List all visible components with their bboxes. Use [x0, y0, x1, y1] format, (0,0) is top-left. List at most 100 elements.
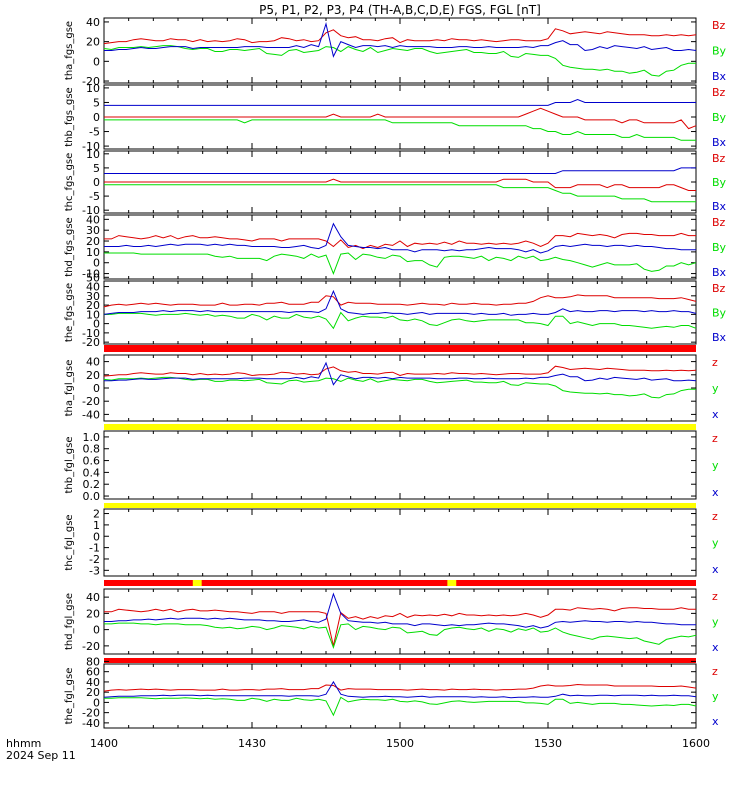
quality-flag-bar: [104, 345, 696, 352]
series-line-z: [104, 607, 696, 647]
legend-Bz: Bz: [712, 19, 726, 32]
legend-Bx: Bx: [712, 70, 727, 83]
legend-Bx: Bx: [712, 266, 727, 279]
y-tick-label: 50: [86, 271, 100, 284]
y-axis-label: tha_fgs_gse: [64, 21, 75, 80]
y-tick-label: 0.4: [83, 466, 101, 479]
legend-By: By: [712, 45, 727, 58]
x-tick-label: 1530: [534, 737, 562, 750]
panel-frame: [103, 430, 697, 500]
legend-x: x: [712, 408, 719, 421]
y-tick-label: 20: [86, 36, 100, 49]
y-tick-label: 20: [86, 686, 100, 699]
y-tick-label: 60: [86, 666, 100, 679]
series-line-Bx: [104, 167, 696, 174]
y-tick-label: -1: [89, 542, 100, 555]
y-tick-label: 40: [86, 676, 100, 689]
y-tick-label: -10: [82, 268, 100, 281]
series-line-Bx: [103, 289, 697, 316]
legend-y: y: [712, 459, 719, 472]
legend-z: z: [712, 510, 718, 523]
legend-y: y: [712, 537, 719, 550]
legend-By: By: [712, 241, 727, 254]
y-tick-label: -10: [82, 140, 100, 153]
legend-z: z: [712, 432, 718, 445]
series-line-Bz: [103, 28, 697, 45]
series-line-y: [104, 622, 697, 650]
legend-Bz: Bz: [712, 152, 726, 165]
series-line-Bz: [104, 107, 697, 130]
panel-frame: [103, 280, 697, 345]
y-tick-label: 0: [93, 382, 100, 395]
series-line-x: [104, 592, 696, 629]
y-tick-label: 10: [86, 148, 100, 161]
y-tick-label: 2: [93, 508, 100, 521]
series-line-x: [104, 361, 697, 386]
y-axis-label: tha_fgl_gse: [64, 360, 75, 417]
y-tick-label: -20: [82, 640, 100, 653]
legend-y: y: [712, 382, 719, 395]
legend-Bz: Bz: [712, 216, 726, 229]
y-tick-label: 20: [86, 235, 100, 248]
y-tick-label: 0: [93, 55, 100, 68]
panel-1: 40 20 0 -20 tha_fgs_gse Bz By Bx: [64, 16, 727, 88]
y-axis-label: thb_fgs_gse: [64, 87, 75, 146]
series-line-Bx: [104, 98, 696, 106]
y-axis-label: thc_fgl_gse: [64, 514, 75, 570]
y-axis-label: the_fgs_gse: [64, 283, 75, 342]
x-axis-label-date: 2024 Sep 11: [6, 749, 76, 762]
series-line-By: [104, 119, 696, 141]
series-line-By: [104, 252, 697, 275]
quality-flag-bar: [104, 503, 696, 508]
y-axis-label: thc_fgs_gse: [64, 153, 75, 212]
legend-Bx: Bx: [712, 331, 727, 344]
y-tick-label: 10: [86, 82, 100, 95]
x-tick-label: 1500: [386, 737, 414, 750]
panel-9: 40 20 0 -20 thd_fgl_gse zyx: [64, 580, 719, 655]
quality-flag-segment: [192, 580, 202, 586]
y-tick-label: 0.0: [83, 490, 101, 503]
x-tick-label: 1400: [90, 737, 118, 750]
y-tick-label: 5: [93, 96, 100, 109]
y-tick-label: -20: [82, 395, 100, 408]
legend-z: z: [712, 665, 718, 678]
quality-flag-segment: [447, 580, 457, 586]
panel-frame: [103, 588, 697, 655]
series-line-By: [103, 45, 696, 77]
chart-title: P5, P1, P2, P3, P4 (TH-A,B,C,D,E) FGS, F…: [259, 3, 541, 17]
y-tick-label: -5: [89, 126, 100, 139]
y-tick-label: 0: [93, 111, 100, 124]
y-axis-label: the_fgl_gse: [64, 668, 75, 725]
y-tick-label: -5: [89, 190, 100, 203]
quality-flag-bar: [104, 580, 696, 586]
y-tick-label: 30: [86, 224, 100, 237]
y-tick-label: 10: [86, 308, 100, 321]
quality-flag-bar: [104, 424, 696, 430]
series-line-Bz: [103, 294, 697, 308]
series-line-y: [103, 376, 696, 399]
legend-By: By: [712, 111, 727, 124]
y-tick-label: 0: [93, 176, 100, 189]
series-line-Bx: [104, 22, 697, 58]
y-tick-label: 0: [93, 257, 100, 270]
y-tick-label: -2: [89, 553, 100, 566]
series-line-x: [103, 680, 697, 699]
y-tick-label: 20: [86, 607, 100, 620]
y-tick-label: 0.2: [83, 478, 101, 491]
y-tick-label: -40: [82, 408, 100, 421]
y-tick-label: -20: [82, 75, 100, 88]
y-tick-label: 40: [86, 591, 100, 604]
y-tick-label: 1.0: [83, 431, 101, 444]
y-tick-label: 80: [86, 655, 100, 668]
y-axis-label: thd_fgs_gse: [64, 217, 75, 276]
legend-Bx: Bx: [712, 200, 727, 213]
y-tick-label: -10: [82, 204, 100, 217]
legend-x: x: [712, 641, 719, 654]
y-tick-label: 0: [93, 318, 100, 331]
